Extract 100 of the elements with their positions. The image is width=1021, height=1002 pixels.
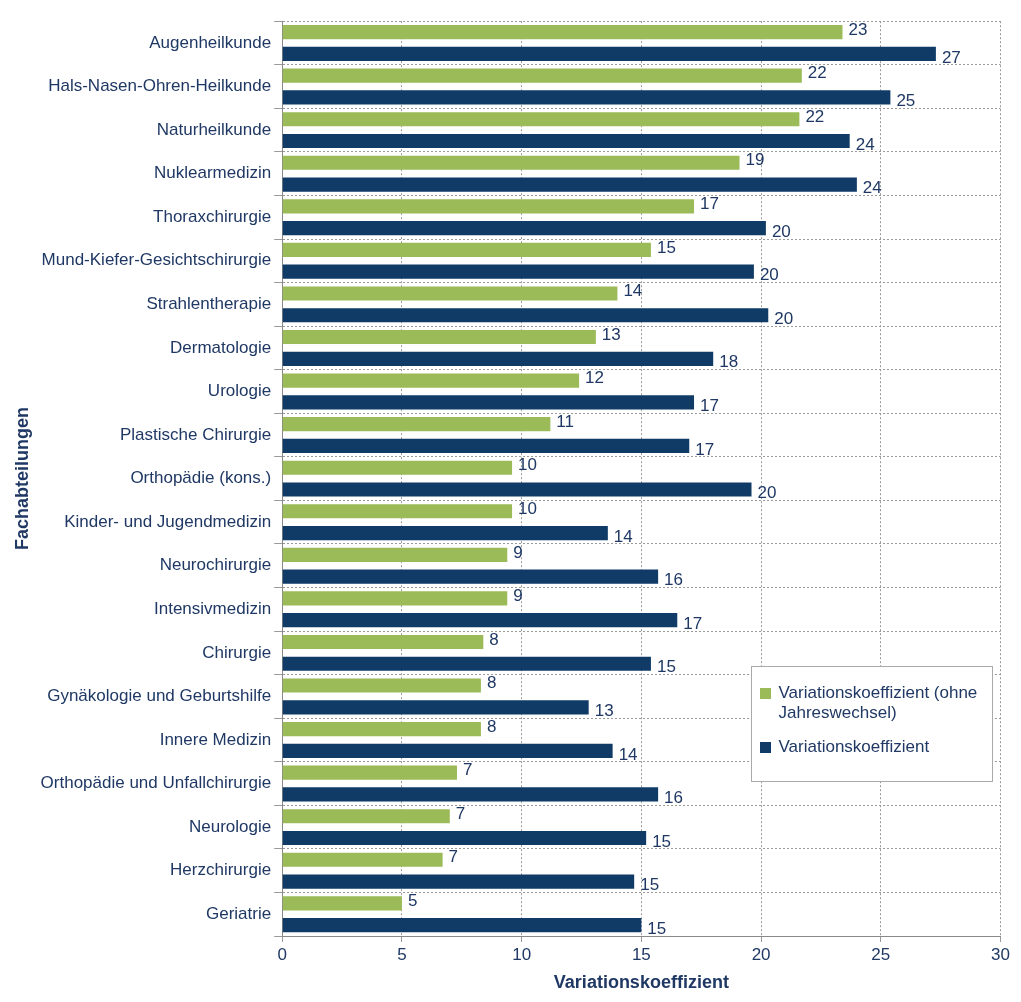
bar bbox=[282, 395, 695, 410]
data-label: 14 bbox=[613, 526, 633, 546]
data-label: 17 bbox=[683, 613, 703, 633]
bar bbox=[282, 504, 513, 519]
bar bbox=[282, 874, 635, 889]
x-tick-label: 30 bbox=[991, 944, 1011, 964]
data-label: 7 bbox=[462, 760, 473, 780]
data-label: 10 bbox=[518, 498, 537, 518]
x-tick-label: 25 bbox=[871, 944, 891, 964]
data-label: 7 bbox=[448, 847, 459, 867]
bar bbox=[282, 264, 754, 279]
bar bbox=[282, 743, 613, 758]
bar bbox=[282, 90, 891, 105]
x-tick-label: 10 bbox=[512, 944, 532, 964]
bar bbox=[282, 68, 802, 83]
y-tick-label: Nuklearmedizin bbox=[154, 163, 272, 183]
bar bbox=[282, 591, 508, 606]
bar bbox=[282, 569, 659, 584]
data-label: 13 bbox=[594, 700, 614, 720]
y-tick-label: Geriatrie bbox=[205, 903, 272, 923]
data-label: 5 bbox=[407, 891, 418, 911]
data-label: 8 bbox=[486, 673, 497, 693]
x-tick-label: 15 bbox=[631, 944, 651, 964]
y-tick-label: Orthopädie (kons.) bbox=[130, 468, 272, 488]
legend-label: Variationskoeffizient (ohne Jahreswechsel) bbox=[778, 683, 979, 723]
x-axis-title: Variationskoeffizient bbox=[553, 972, 729, 993]
data-label: 15 bbox=[652, 831, 672, 851]
y-tick-label: Kinder- und Jugendmedizin bbox=[64, 511, 272, 531]
y-tick-label: Thoraxchirurgie bbox=[153, 206, 272, 226]
bar bbox=[282, 765, 457, 780]
data-label: 19 bbox=[745, 150, 765, 170]
y-tick-label: Innere Medizin bbox=[159, 729, 272, 749]
bar bbox=[282, 46, 936, 61]
y-tick-label: Mund-Kiefer-Gesichtschirurgie bbox=[41, 250, 272, 270]
data-label: 20 bbox=[774, 308, 794, 328]
bar bbox=[282, 678, 481, 693]
x-tick-label: 5 bbox=[397, 944, 407, 964]
data-label: 15 bbox=[656, 237, 676, 257]
y-tick-label: Neurologie bbox=[188, 816, 272, 836]
data-label: 12 bbox=[585, 368, 605, 388]
data-label: 20 bbox=[759, 265, 779, 285]
x-tick-label: 20 bbox=[751, 944, 771, 964]
data-label: 22 bbox=[807, 63, 827, 83]
bar bbox=[282, 133, 850, 149]
bar bbox=[282, 918, 642, 933]
bar bbox=[282, 547, 508, 562]
data-label: 16 bbox=[664, 788, 684, 808]
data-label: 8 bbox=[489, 629, 499, 649]
bar bbox=[282, 896, 402, 911]
bar bbox=[282, 221, 766, 236]
bar bbox=[282, 656, 651, 671]
bar bbox=[282, 722, 481, 737]
data-label: 9 bbox=[513, 542, 523, 562]
bar bbox=[282, 460, 513, 475]
bar bbox=[282, 438, 690, 454]
data-label: 27 bbox=[941, 47, 961, 67]
data-label: 15 bbox=[647, 918, 667, 938]
bar bbox=[282, 809, 450, 824]
data-label: 14 bbox=[623, 281, 643, 301]
y-tick-label: Chirurgie bbox=[202, 642, 272, 662]
bar bbox=[282, 852, 443, 867]
y-tick-label: Orthopädie und Unfallchirurgie bbox=[40, 773, 272, 793]
data-label: 13 bbox=[601, 324, 621, 344]
bar bbox=[282, 242, 651, 257]
data-label: 8 bbox=[486, 716, 497, 736]
data-label: 23 bbox=[848, 19, 868, 39]
data-label: 18 bbox=[719, 352, 739, 372]
y-tick-label: Herzchirurgie bbox=[170, 860, 272, 880]
bar bbox=[282, 199, 695, 214]
bar bbox=[282, 525, 608, 541]
bar bbox=[282, 25, 843, 40]
data-label: 20 bbox=[771, 221, 791, 241]
y-tick-label: Hals-Nasen-Ohren-Heilkunde bbox=[48, 76, 272, 96]
bar bbox=[282, 112, 800, 127]
legend-label: Variationskoeffizient bbox=[778, 737, 930, 757]
bar bbox=[282, 177, 857, 192]
bar bbox=[282, 787, 659, 802]
y-tick-label: Intensivmedizin bbox=[154, 598, 272, 618]
data-label: 10 bbox=[518, 455, 537, 475]
data-label: 15 bbox=[640, 875, 660, 895]
bar bbox=[282, 329, 596, 345]
bar bbox=[282, 830, 647, 846]
y-axis-title: Fachabteilungen bbox=[11, 407, 32, 551]
y-tick-label: Naturheilkunde bbox=[156, 119, 272, 139]
data-label: 16 bbox=[664, 570, 684, 590]
bar bbox=[282, 373, 580, 388]
bar bbox=[282, 700, 589, 715]
bar bbox=[282, 286, 618, 301]
bar bbox=[282, 351, 714, 366]
data-label: 25 bbox=[896, 91, 916, 111]
bar bbox=[282, 417, 551, 432]
y-tick-label: Augenheilkunde bbox=[149, 32, 272, 52]
data-label: 14 bbox=[618, 744, 638, 764]
y-tick-label: Gynäkologie und Geburtshilfe bbox=[47, 686, 272, 706]
bar bbox=[282, 634, 484, 650]
bar bbox=[282, 613, 678, 628]
y-tick-label: Urologie bbox=[207, 381, 272, 401]
data-label: 9 bbox=[513, 586, 523, 606]
data-label: 24 bbox=[855, 134, 875, 154]
bar bbox=[282, 482, 752, 497]
